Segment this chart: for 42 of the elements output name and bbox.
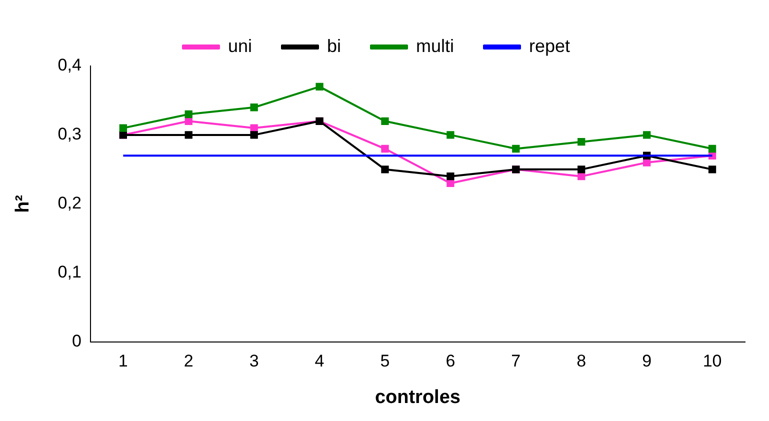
- x-tick-label: 8: [576, 352, 586, 371]
- point: [381, 117, 389, 125]
- y-tick-label: 0,2: [58, 194, 82, 213]
- point: [381, 144, 389, 153]
- y-tick-label: 0,1: [58, 262, 82, 282]
- point: [512, 144, 520, 153]
- x-tick-label: 6: [446, 352, 456, 371]
- point: [642, 131, 651, 139]
- legend-label: repet: [529, 36, 570, 56]
- x-tick-label: 4: [314, 352, 324, 371]
- point: [250, 104, 258, 112]
- y-tick-label: 0,4: [58, 56, 82, 75]
- point: [316, 82, 324, 91]
- x-tick-label: 10: [702, 352, 722, 371]
- x-axis-title: controles: [374, 386, 460, 408]
- point: [708, 166, 716, 174]
- y-axis-title: h²: [12, 194, 34, 213]
- x-tick-label: 3: [249, 352, 259, 371]
- point: [642, 158, 651, 166]
- legend-label: bi: [326, 36, 342, 56]
- point: [578, 138, 586, 146]
- point: [184, 110, 192, 118]
- x-tick-label: 7: [511, 352, 521, 371]
- point: [184, 117, 192, 125]
- point: [119, 124, 127, 132]
- point: [578, 166, 586, 174]
- x-tick-label: 9: [642, 352, 652, 371]
- y-tick-label: 0,3: [58, 124, 82, 144]
- point: [250, 131, 258, 139]
- x-tick-label: 5: [380, 352, 390, 371]
- point: [184, 131, 192, 139]
- point: [250, 124, 258, 132]
- point: [381, 166, 389, 174]
- point: [446, 179, 454, 188]
- point: [446, 172, 454, 180]
- y-tick-label: 0: [72, 331, 82, 350]
- legend-label: multi: [416, 36, 454, 56]
- x-tick-label: 2: [184, 352, 194, 371]
- legend-label: uni: [228, 36, 252, 56]
- point: [708, 144, 716, 153]
- x-tick-label: 1: [118, 352, 128, 371]
- point: [446, 131, 454, 139]
